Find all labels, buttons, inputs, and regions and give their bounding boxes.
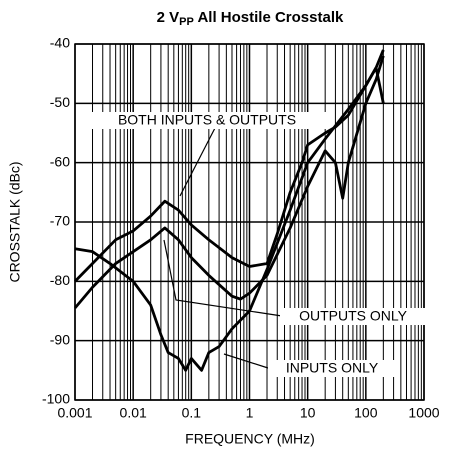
annotation-arrow xyxy=(179,127,216,197)
y-tick-label: -80 xyxy=(50,272,70,288)
y-tick-label: -50 xyxy=(50,94,70,110)
annotation-arrow xyxy=(223,353,269,369)
annotation: INPUTS ONLY xyxy=(286,360,379,376)
annotation-box xyxy=(268,360,396,377)
x-tick-label: 0.1 xyxy=(182,405,202,421)
y-tick-label: -70 xyxy=(50,213,70,229)
title-text: 2 V xyxy=(157,9,180,26)
series-line xyxy=(74,49,385,283)
plot-frame xyxy=(74,43,425,401)
x-tick-label: 1000 xyxy=(408,405,439,421)
annotation-arrow xyxy=(163,239,283,317)
x-tick-label: 0.001 xyxy=(57,405,92,421)
series-line xyxy=(73,55,385,309)
x-tick-label: 1 xyxy=(246,405,254,421)
chart-title: 2 VPP All Hostile Crosstalk xyxy=(157,9,344,28)
x-tick-label: 10 xyxy=(300,405,316,421)
annotations: BOTH INPUTS & OUTPUTS OUTPUTS ONLY INPUT… xyxy=(88,112,426,377)
x-tick-label: 0.01 xyxy=(120,405,147,421)
y-tick-label: -100 xyxy=(42,391,70,407)
y-axis-label: CROSSTALK (dBc) xyxy=(7,161,23,282)
annotation-box xyxy=(88,112,326,129)
annotation-box xyxy=(280,308,426,325)
lines xyxy=(73,49,385,372)
x-tick-label: 100 xyxy=(354,405,378,421)
y-tick-label: -90 xyxy=(50,331,70,347)
y-tick-label: -40 xyxy=(50,35,70,51)
annotation: OUTPUTS ONLY xyxy=(299,308,408,324)
title-subscript: PP xyxy=(179,16,194,28)
title-text: All Hostile Crosstalk xyxy=(194,9,344,26)
y-tick-label: -60 xyxy=(50,153,70,169)
annotation: BOTH INPUTS & OUTPUTS xyxy=(118,112,296,128)
grid xyxy=(74,43,425,401)
x-axis-label: FREQUENCY (MHz) xyxy=(185,431,315,447)
series-line xyxy=(74,66,385,372)
